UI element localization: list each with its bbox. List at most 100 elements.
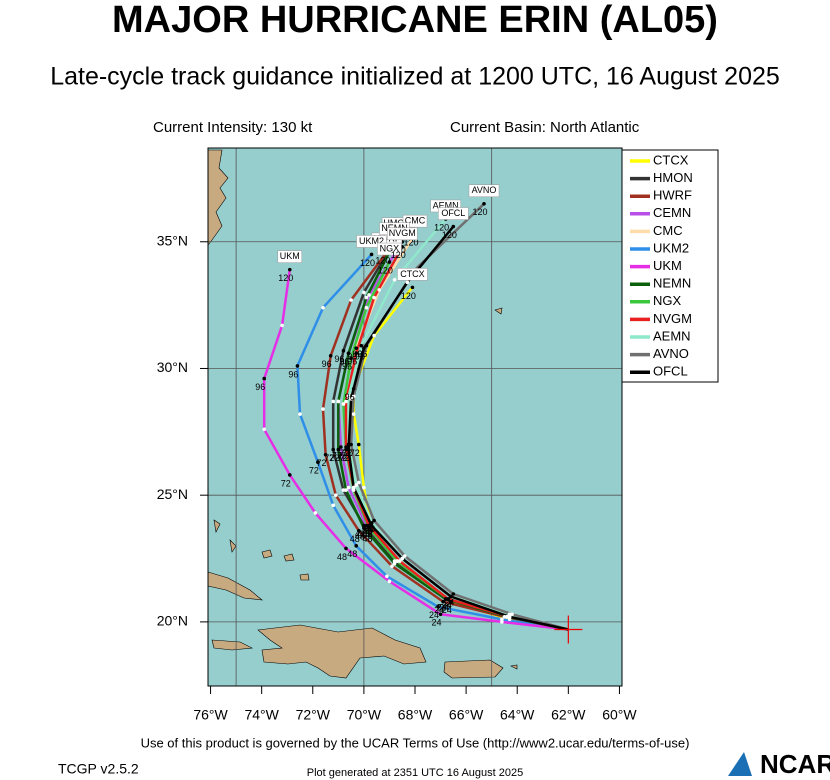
legend-label: NGX — [653, 293, 682, 308]
track-point — [331, 447, 336, 452]
y-tick-label: 20°N — [157, 613, 188, 629]
footer: Use of this product is governed by the U… — [141, 735, 690, 750]
track-point — [346, 394, 351, 399]
generated: Plot generated at 2351 UTC 16 August 202… — [307, 767, 524, 779]
model-tag: NGX — [380, 243, 400, 253]
hour-label: 48 — [363, 526, 373, 536]
track-point — [344, 399, 348, 404]
hour-label: 120 — [442, 230, 457, 240]
hour-label: 72 — [329, 453, 339, 463]
hour-label: 96 — [352, 349, 362, 359]
track-point — [341, 348, 346, 353]
track-point — [298, 412, 302, 416]
version: TCGP v2.5.2 — [58, 761, 139, 777]
hour-label: 96 — [345, 392, 355, 402]
track-point — [336, 447, 341, 452]
title: MAJOR HURRICANE ERIN (AL05) — [112, 0, 718, 41]
legend-label: UKM2 — [653, 240, 689, 255]
logo: NCAR — [760, 749, 830, 779]
legend-label: HWRF — [653, 188, 692, 203]
model-tag-box — [277, 250, 303, 263]
track-point — [351, 488, 356, 492]
hour-label: 96 — [322, 359, 332, 369]
track-point — [377, 288, 382, 292]
hour-label: 96 — [340, 357, 350, 367]
hour-label: 48 — [365, 524, 375, 534]
track-point — [333, 493, 338, 497]
model-tag: OFCL — [441, 208, 465, 218]
hour-label: 120 — [401, 291, 416, 301]
hour-label: 120 — [278, 273, 293, 283]
hour-label: 72 — [337, 453, 347, 463]
track-point — [500, 617, 504, 622]
track-point — [346, 485, 351, 490]
track-point — [405, 280, 410, 285]
tracks — [262, 201, 569, 631]
hour-label: 48 — [363, 534, 373, 544]
track-point — [397, 559, 402, 563]
hour-label: 96 — [357, 349, 367, 359]
track-point — [339, 445, 343, 449]
model-tag: CMC — [405, 216, 426, 226]
model-tag: AEMN — [433, 200, 459, 210]
hour-label: 72 — [340, 448, 350, 458]
track-point — [372, 518, 376, 523]
y-tick-label: 35°N — [157, 232, 188, 248]
track-point — [387, 260, 392, 264]
x-tick-label: 74°W — [244, 707, 279, 723]
track-point — [395, 559, 399, 563]
track-point — [369, 523, 374, 528]
hour-label: 24 — [434, 605, 444, 615]
track-point — [410, 285, 415, 290]
track-point — [362, 485, 366, 490]
hour-label: 24 — [437, 602, 447, 612]
track-point — [369, 252, 374, 257]
hour-label: 96 — [340, 357, 350, 367]
track-point — [438, 612, 443, 617]
track-point — [372, 333, 376, 338]
model-tag: UKM — [280, 251, 300, 261]
hour-label: 72 — [340, 453, 350, 463]
hour-label: 48 — [363, 529, 373, 539]
hour-label: 72 — [332, 450, 342, 460]
subtitle: Late-cycle track guidance initialized at… — [50, 63, 780, 91]
x-tick-label: 64°W — [500, 707, 535, 723]
track-point — [362, 346, 366, 350]
track-point — [344, 445, 348, 449]
track-point — [354, 351, 359, 356]
hour-label: 24 — [432, 618, 442, 628]
track-point — [510, 612, 514, 617]
track-point — [313, 511, 318, 515]
track-point — [441, 599, 445, 604]
track-point — [364, 343, 369, 348]
hour-label: 48 — [363, 526, 373, 536]
hour-label: 120 — [375, 255, 390, 265]
track-point — [392, 561, 397, 566]
track-point — [331, 503, 336, 508]
track-point — [448, 599, 453, 604]
hour-label: 48 — [360, 531, 370, 541]
track-point — [364, 523, 369, 528]
hour-label: 48 — [347, 549, 357, 559]
track-point — [507, 617, 512, 622]
track-point — [505, 615, 509, 619]
puerto-rico — [443, 659, 504, 679]
x-tick-label: 62°W — [551, 707, 586, 723]
track-point — [328, 354, 333, 358]
model-tag-box — [397, 268, 428, 281]
track-point — [354, 483, 359, 487]
hour-label: 48 — [355, 529, 365, 539]
track-point — [369, 528, 374, 533]
track-point — [349, 298, 353, 302]
track-point — [507, 612, 512, 617]
hour-label: 96 — [288, 369, 298, 379]
legend-label: OFCL — [653, 364, 688, 379]
track-point — [351, 386, 356, 391]
track-point — [448, 594, 453, 599]
track-point — [344, 447, 348, 452]
model-tag-box — [377, 242, 402, 256]
x-tick-label: 70°W — [347, 707, 382, 723]
hour-label: 72 — [309, 466, 319, 476]
track-point — [346, 351, 351, 356]
legend-label: AVNO — [653, 346, 689, 361]
